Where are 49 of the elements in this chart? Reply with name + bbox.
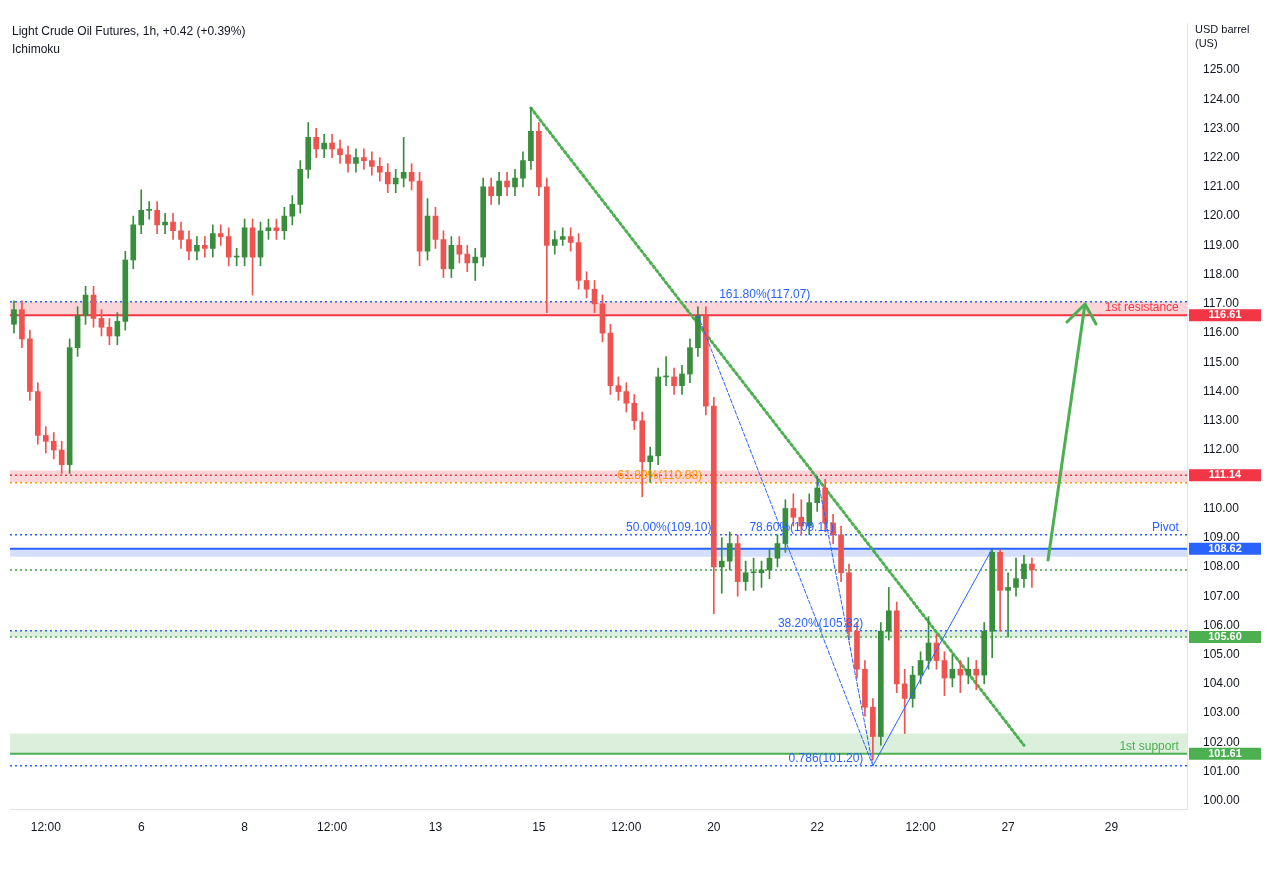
ref-line-label: 116.61 [1208,308,1242,321]
ref-line-label: 111.14 [1208,468,1243,481]
y-tick-label: 121.00 [1203,179,1241,194]
y-tick-label: 124.00 [1203,91,1241,106]
ref-line-label: 105.60 [1208,630,1242,643]
x-tick-label: 12:00 [30,820,62,835]
y-tick-label: 122.00 [1203,149,1241,164]
annotation: 161.80%(117.07) [719,286,811,301]
y-tick-label: 118.00 [1203,266,1240,281]
x-tick-label: 12:00 [317,820,348,835]
y-tick-label: 106.00 [1203,617,1241,632]
y-axis-title: USD barrel (US) [1195,23,1250,50]
ref-line-label: 101.61 [1208,746,1242,759]
x-tick-label: 15 [532,820,546,835]
annotation: 1st resistance [1104,300,1180,315]
y-tick-label: 115.00 [1203,354,1240,369]
y-tick-label: 101.00 [1203,763,1241,778]
y-tick-label: 113.00 [1203,413,1240,428]
y-tick-label: 108.00 [1203,559,1241,574]
y-tick-label: 105.00 [1203,646,1241,661]
x-tick-label: 20 [707,820,721,835]
x-tick-label: 6 [137,820,145,835]
annotation: 0.786(101.20) [788,750,864,765]
y-tick-label: 119.00 [1203,237,1240,252]
y-tick-label: 116.00 [1203,325,1240,340]
y-tick-label: 102.00 [1203,734,1241,749]
x-tick-label: 27 [1001,820,1016,835]
y-tick-label: 114.00 [1203,383,1240,398]
y-tick-label: 107.00 [1203,588,1241,603]
x-tick-label: 12:00 [611,820,642,835]
y-tick-label: 100.00 [1203,793,1241,808]
x-tick-label: 13 [428,820,443,835]
x-tick-label: 29 [1104,820,1119,835]
y-tick-label: 117.00 [1203,296,1240,311]
y-tick-label: 112.00 [1203,442,1240,457]
x-tick-label: 12:00 [905,820,936,835]
text: Ichimoku [12,42,61,57]
annotation: Pivot [1152,519,1180,534]
x-tick-label: 8 [241,820,249,835]
y-tick-label: 103.00 [1203,705,1241,720]
chart-title: Light Crude Oil Futures, 1h, +0.42 (+0.39%) [12,24,246,39]
annotation: 50.00%(109.10) [626,519,712,534]
annotation: 1st support [1119,738,1180,753]
y-tick-label: 104.00 [1203,676,1241,691]
x-tick-label: 22 [810,820,825,835]
y-tick-label: 123.00 [1203,120,1241,135]
y-tick-label: 110.00 [1203,500,1240,515]
y-tick-label: 120.00 [1203,208,1241,223]
y-tick-label: 125.00 [1203,62,1241,77]
